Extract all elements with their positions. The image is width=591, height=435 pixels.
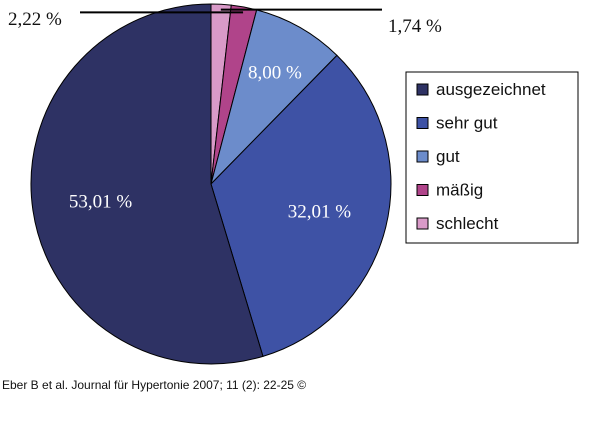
pie-slice-ausgezeichnet xyxy=(30,3,264,365)
legend-label-sehr-gut: sehr gut xyxy=(436,114,498,133)
slice-label-sehr-gut: 32,01 % xyxy=(288,202,352,223)
legend-label-gut: gut xyxy=(436,147,460,166)
legend-label-maessig: mäßig xyxy=(436,181,483,200)
legend-swatch-gut xyxy=(416,150,429,163)
pie-slice-sehr-gut xyxy=(210,54,392,357)
callout-label-maessig: 2,22 % xyxy=(8,9,62,30)
legend-swatch-sehr-gut xyxy=(416,117,429,129)
legend: ausgezeichnet sehr gut gut mäßig schlecht xyxy=(405,71,579,244)
legend-label-schlecht: schlecht xyxy=(436,214,499,233)
source-caption: Eber B et al. Journal für Hypertonie 200… xyxy=(2,378,307,392)
legend-swatch-maessig xyxy=(416,184,429,196)
slice-label-ausgezeichnet: 53,01 % xyxy=(69,191,133,212)
pie-slices xyxy=(30,3,392,365)
pie-callouts: 2,22 % 1,74 % xyxy=(8,8,442,37)
slice-label-gut: 8,00 % xyxy=(248,62,302,83)
pie-slice-labels: 53,01 % 32,01 % 8,00 % xyxy=(69,62,351,222)
callout-label-schlecht: 1,74 % xyxy=(388,16,442,37)
legend-box xyxy=(405,71,579,244)
legend-label-ausgezeichnet: ausgezeichnet xyxy=(436,80,546,99)
legend-swatch-schlecht xyxy=(416,217,429,230)
legend-swatch-ausgezeichnet xyxy=(416,83,429,96)
